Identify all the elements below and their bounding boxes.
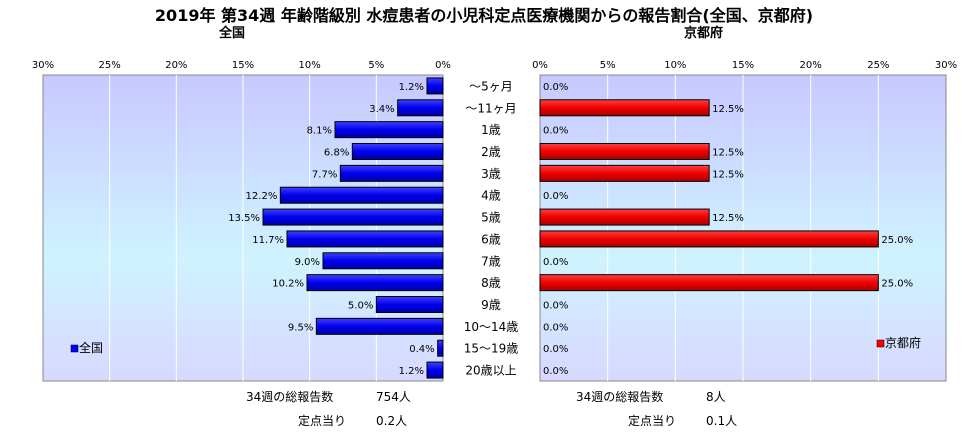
national-data-label: 0.4% [409, 344, 434, 355]
kyoto-total-label: 34週の総報告数 [576, 390, 664, 404]
kyoto-data-label: 25.0% [881, 235, 913, 246]
kyoto-bar [539, 230, 879, 248]
kyoto-data-label: 0.0% [543, 126, 568, 137]
national-data-label: 5.0% [348, 301, 373, 312]
national-bar [397, 99, 444, 117]
kyoto-data-label: 0.0% [543, 257, 568, 268]
kyoto-tick-label: 5% [600, 60, 616, 71]
national-data-label: 1.2% [399, 82, 424, 93]
national-data-label: 9.5% [288, 322, 313, 333]
national-tick-label: 15% [232, 60, 254, 71]
national-tick-label: 25% [99, 60, 121, 71]
kyoto-tick-label: 10% [664, 60, 686, 71]
kyoto-legend-swatch [876, 339, 885, 348]
national-bar [375, 296, 444, 313]
category-label: 6歳 [481, 232, 501, 246]
national-tick-label: 5% [368, 60, 384, 71]
national-total-value: 754人 [376, 390, 411, 404]
national-chart-title: 全国 [219, 26, 246, 41]
national-bar [286, 230, 444, 248]
national-legend-swatch [70, 344, 79, 353]
national-bar [262, 208, 444, 226]
national-bar [351, 143, 444, 160]
national-tick-label: 20% [165, 60, 187, 71]
kyoto-tick-label: 0% [532, 60, 548, 71]
kyoto-data-label: 12.5% [712, 104, 744, 115]
category-label: 15〜19歳 [464, 342, 519, 356]
kyoto-data-label: 0.0% [543, 322, 568, 333]
national-data-label: 13.5% [228, 213, 260, 224]
kyoto-data-label: 0.0% [543, 301, 568, 312]
national-data-label: 6.8% [324, 148, 349, 159]
category-label: 4歳 [481, 189, 501, 203]
national-tick-label: 0% [435, 60, 451, 71]
kyoto-data-label: 12.5% [712, 148, 744, 159]
category-label: 5歳 [481, 211, 501, 225]
national-tick-label: 10% [299, 60, 321, 71]
national-data-label: 8.1% [307, 126, 332, 137]
national-tick-label: 30% [32, 60, 54, 71]
kyoto-bar [539, 143, 710, 160]
kyoto-per-label: 定点当り [628, 414, 677, 428]
category-label: 2歳 [481, 145, 501, 159]
kyoto-data-label: 0.0% [543, 344, 568, 355]
national-data-label: 11.7% [252, 235, 284, 246]
national-per-value: 0.2人 [376, 414, 408, 428]
national-data-label: 10.2% [272, 279, 304, 290]
category-label: 〜11ヶ月 [465, 101, 516, 115]
national-total-label: 34週の総報告数 [246, 390, 334, 404]
category-label: 20歳以上 [465, 364, 516, 378]
national-bar [339, 164, 444, 182]
national-bar [426, 77, 444, 95]
kyoto-data-label: 12.5% [712, 169, 744, 180]
kyoto-data-label: 0.0% [543, 82, 568, 93]
kyoto-per-value: 0.1人 [706, 414, 738, 428]
national-bar [279, 186, 444, 204]
kyoto-legend-label: 京都府 [885, 335, 921, 350]
national-data-label: 1.2% [399, 366, 424, 377]
kyoto-chart-title: 京都府 [684, 26, 724, 41]
national-data-label: 9.0% [295, 257, 320, 268]
national-bar [315, 317, 444, 335]
national-bar [322, 252, 444, 270]
kyoto-tick-label: 25% [867, 60, 889, 71]
kyoto-bar [539, 164, 710, 182]
page-title: 2019年 第34週 年齢階級別 水痘患者の小児科定点医療機関からの報告割合(全… [154, 6, 814, 25]
national-data-label: 12.2% [246, 191, 278, 202]
kyoto-tick-label: 15% [732, 60, 754, 71]
kyoto-data-label: 0.0% [543, 366, 568, 377]
kyoto-bar [539, 99, 710, 117]
national-bar [306, 274, 444, 292]
national-legend-label: 全国 [79, 340, 103, 355]
category-label: 7歳 [481, 254, 501, 268]
national-per-label: 定点当り [298, 414, 347, 428]
national-bar [437, 339, 444, 357]
kyoto-data-label: 25.0% [881, 279, 913, 290]
category-label: 8歳 [481, 276, 501, 290]
category-label: 3歳 [481, 167, 501, 181]
national-bar [334, 121, 444, 139]
kyoto-data-label: 0.0% [543, 191, 568, 202]
kyoto-tick-label: 30% [935, 60, 957, 71]
category-label: 10〜14歳 [464, 320, 519, 334]
kyoto-tick-label: 20% [800, 60, 822, 71]
kyoto-legend: 京都府 [876, 335, 921, 350]
kyoto-bar [539, 208, 710, 226]
category-label: 〜5ヶ月 [469, 79, 513, 93]
national-data-label: 7.7% [312, 169, 337, 180]
national-legend: 全国 [70, 340, 103, 355]
national-bar [426, 361, 444, 379]
kyoto-bar [539, 274, 879, 292]
kyoto-total-value: 8人 [706, 390, 726, 404]
category-label: 9歳 [481, 298, 501, 312]
national-data-label: 3.4% [369, 104, 394, 115]
category-label: 1歳 [481, 123, 501, 137]
kyoto-data-label: 12.5% [712, 213, 744, 224]
